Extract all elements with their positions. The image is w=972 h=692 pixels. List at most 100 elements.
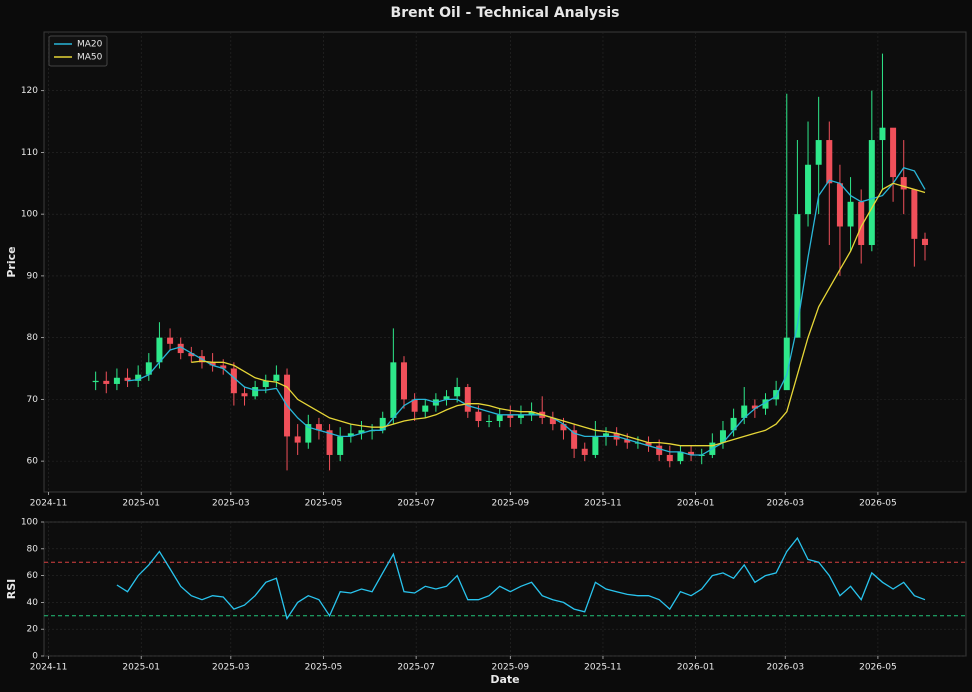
candle-body <box>305 424 312 443</box>
y-tick-label: 40 <box>27 598 39 608</box>
candle-body <box>719 430 726 443</box>
candle-body <box>177 343 184 354</box>
price-panel <box>43 31 967 493</box>
candle-body <box>113 377 120 384</box>
candle-body <box>836 183 843 227</box>
x-axis-label: Date <box>490 673 519 686</box>
x-tick-label: 2026-05 <box>859 499 897 509</box>
candle-body <box>921 238 928 246</box>
candle-body <box>879 127 886 141</box>
candle-body <box>209 362 216 366</box>
candle-body <box>230 368 237 394</box>
candle-body <box>156 337 163 363</box>
x-tick-label: 2025-11 <box>584 499 622 509</box>
x-tick-label: 2025-01 <box>122 499 160 509</box>
candle-body <box>730 417 737 431</box>
x-tick-label: 2025-03 <box>212 499 250 509</box>
candle-body <box>762 399 769 409</box>
candle-body <box>571 430 578 449</box>
candle-body <box>826 140 833 184</box>
candle-body <box>273 374 280 381</box>
x-tick-label: 2025-05 <box>305 663 343 673</box>
x-tick-label: 2025-07 <box>397 663 435 673</box>
candle-body <box>347 433 354 437</box>
y-axis-label: Price <box>5 246 18 277</box>
candle-body <box>549 417 556 425</box>
candle-body <box>890 127 897 178</box>
candle-body <box>783 337 790 391</box>
candle-body <box>411 399 418 412</box>
candle-body <box>241 393 248 397</box>
candle-body <box>773 390 780 400</box>
candle-body <box>358 430 365 434</box>
chart-title: Brent Oil - Technical Analysis <box>391 5 620 21</box>
candle-body <box>794 214 801 338</box>
candle-body <box>507 414 514 418</box>
y-tick-label: 20 <box>27 625 39 635</box>
candle-body <box>805 164 812 215</box>
y-tick-label: 100 <box>21 210 38 220</box>
y-tick-label: 120 <box>21 86 38 96</box>
candle-body <box>145 362 152 375</box>
candle-body <box>262 380 269 388</box>
x-tick-label: 2025-01 <box>122 663 160 673</box>
x-tick-label: 2026-03 <box>766 663 804 673</box>
legend-label: MA20 <box>77 40 103 50</box>
candle-body <box>517 414 524 418</box>
x-tick-label: 2025-09 <box>492 499 530 509</box>
candle-body <box>560 424 567 431</box>
candle-body <box>645 442 652 446</box>
candle-body <box>379 417 386 431</box>
candle-body <box>528 411 535 415</box>
x-tick-label: 2024-11 <box>30 663 68 673</box>
candle-body <box>475 411 482 421</box>
candle-body <box>422 405 429 412</box>
candle-body <box>135 374 142 381</box>
candle-body <box>677 451 684 462</box>
candle-body <box>315 424 322 431</box>
candle-body <box>454 387 461 397</box>
candle-body <box>624 439 631 443</box>
candle-body <box>847 201 854 227</box>
x-tick-label: 2025-11 <box>584 663 622 673</box>
candle-body <box>220 365 227 369</box>
y-tick-label: 90 <box>27 271 39 281</box>
y-tick-label: 60 <box>27 571 39 581</box>
candle-body <box>390 362 397 418</box>
series-line <box>191 182 926 447</box>
candle-body <box>741 405 748 418</box>
candle-body <box>858 201 865 246</box>
candle-body <box>252 387 259 397</box>
candle-body <box>496 414 503 421</box>
x-tick-label: 2026-01 <box>677 663 715 673</box>
series-line <box>116 536 926 621</box>
x-tick-label: 2026-05 <box>859 663 897 673</box>
x-tick-label: 2025-07 <box>397 499 435 509</box>
candle-body <box>92 380 99 383</box>
candle-body <box>688 451 695 455</box>
series-line <box>127 167 926 456</box>
x-tick-label: 2025-09 <box>492 663 530 673</box>
candle-body <box>603 433 610 437</box>
candle-body <box>868 140 875 246</box>
x-tick-label: 2025-03 <box>212 663 250 673</box>
candle-body <box>103 380 110 384</box>
y-tick-label: 0 <box>32 652 38 662</box>
candle-body <box>167 337 174 344</box>
candle-body <box>400 362 407 400</box>
x-tick-label: 2025-05 <box>305 499 343 509</box>
candle-body <box>486 420 493 422</box>
candle-body <box>124 377 131 381</box>
candle-body <box>326 430 333 455</box>
candle-body <box>581 448 588 455</box>
y-tick-label: 80 <box>27 333 39 343</box>
candle-body <box>900 177 907 190</box>
y-tick-label: 70 <box>27 395 39 405</box>
candle-body <box>751 405 758 409</box>
candle-body <box>666 454 673 462</box>
candle-body <box>911 189 918 239</box>
x-tick-label: 2026-03 <box>766 499 804 509</box>
candle-body <box>464 387 471 412</box>
candle-body <box>337 436 344 455</box>
